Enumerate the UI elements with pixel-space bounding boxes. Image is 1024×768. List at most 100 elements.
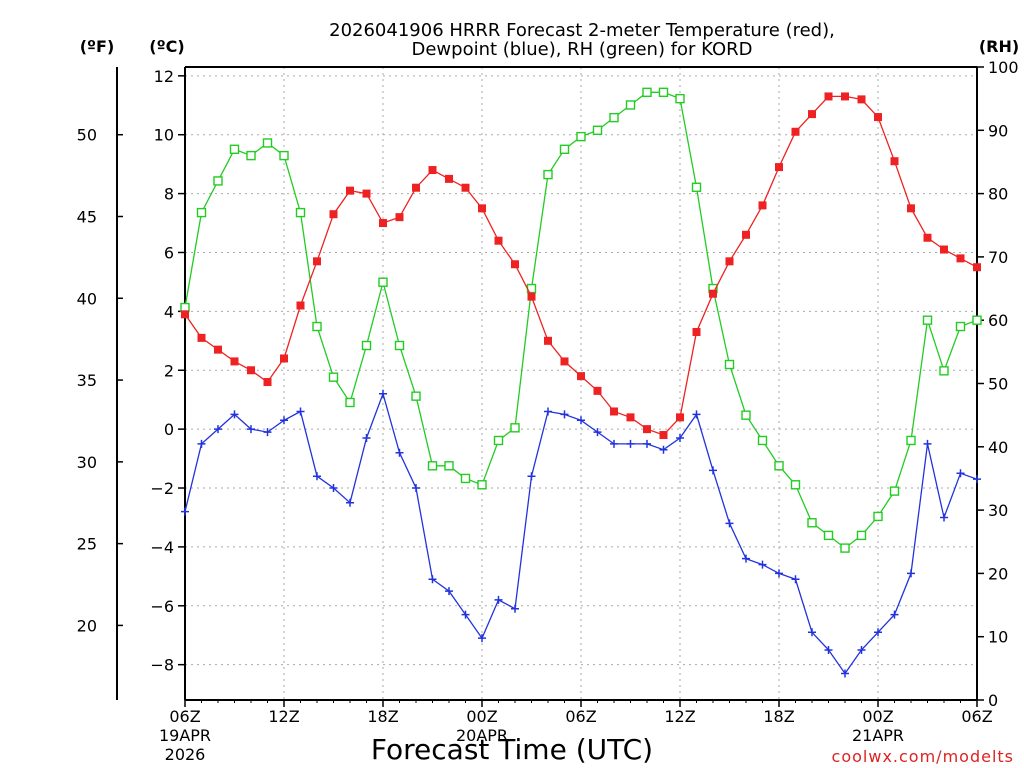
rh-tick-label: 50 <box>988 375 1008 394</box>
chart-title-line2: Dewpoint (blue), RH (green) for KORD <box>411 39 752 60</box>
fahrenheit-tick-label: 45 <box>77 207 97 226</box>
dewpoint-series-point <box>659 445 668 454</box>
temperature-series-point <box>643 425 651 434</box>
dewpoint-series-point <box>280 416 288 425</box>
celsius-tick-label: −2 <box>150 479 174 498</box>
celsius-unit-label: (ºC) <box>149 37 184 56</box>
dewpoint-series-point <box>643 439 651 448</box>
temperature-series-point <box>428 166 437 175</box>
dewpoint-series-point <box>511 604 519 613</box>
celsius-tick-label: 2 <box>164 361 174 380</box>
temperature-series-point <box>494 236 503 245</box>
fahrenheit-tick-label: 30 <box>77 453 97 472</box>
rh-tick-label: 10 <box>988 628 1008 647</box>
temperature-series-point <box>197 333 206 342</box>
dewpoint-series-point <box>263 428 272 437</box>
temperature-series-point <box>412 183 420 192</box>
rh-series-point <box>345 397 355 408</box>
dewpoint-series-point <box>692 410 701 419</box>
dewpoint-series-point <box>412 484 420 493</box>
dewpoint-series-point <box>577 416 585 425</box>
rh-series-point <box>213 176 223 186</box>
dewpoint-series-point <box>973 475 981 484</box>
temperature-series-point <box>263 378 272 387</box>
rh-tick-label: 80 <box>988 185 1008 204</box>
temperature-series-point <box>940 245 948 254</box>
celsius-tick-label: −4 <box>150 538 174 557</box>
rh-series-point <box>774 461 784 471</box>
temperature-series-point <box>461 183 470 192</box>
temperature-series-point <box>478 204 486 213</box>
rh-series-point <box>361 340 372 351</box>
rh-series-point <box>873 511 883 522</box>
data-series <box>180 87 982 678</box>
rh-series-point <box>444 461 454 471</box>
temperature-series-point <box>874 113 882 122</box>
dewpoint-series-point <box>923 439 932 448</box>
rh-tick-label: 90 <box>988 121 1008 140</box>
rh-series-point <box>939 366 949 376</box>
temperature-series-point <box>329 210 338 219</box>
dewpoint-series-point <box>758 560 767 569</box>
temperature-series-point <box>296 301 305 310</box>
dewpoint-series-point <box>824 645 833 654</box>
temperature-series-point <box>511 260 519 269</box>
dewpoint-series-point <box>214 425 222 434</box>
rh-series-point <box>609 112 619 123</box>
rh-series-point <box>691 182 702 192</box>
temperature-series-point <box>742 230 750 239</box>
dewpoint-series-point <box>890 610 899 619</box>
temperature-series-point <box>890 157 899 166</box>
dewpoint-series-point <box>775 569 783 578</box>
fahrenheit-unit-label: (ºF) <box>80 37 115 56</box>
dewpoint-series-point <box>742 554 750 563</box>
rh-series-point <box>427 461 438 471</box>
rh-tick-label: 100 <box>988 58 1019 77</box>
gridlines <box>185 67 977 700</box>
rh-series-point <box>295 207 306 218</box>
temperature-series-point <box>445 174 453 183</box>
x-date-label: 21APR <box>852 726 904 745</box>
x-date-label: 20APR <box>456 726 508 745</box>
rh-series-point <box>279 150 289 161</box>
temperature-series-point <box>973 263 981 272</box>
rh-series-point <box>196 207 207 218</box>
dewpoint-series-point <box>197 439 206 448</box>
dewpoint-series-point <box>841 669 849 678</box>
rh-series-point <box>477 480 487 490</box>
rh-series-point <box>724 359 735 370</box>
celsius-tick-label: 4 <box>164 302 174 321</box>
rh-series-point <box>262 138 273 148</box>
dewpoint-series-point <box>857 645 866 654</box>
fahrenheit-tick-label: 50 <box>77 126 97 145</box>
fahrenheit-tick-label: 25 <box>77 535 97 554</box>
rh-series-point <box>543 169 553 180</box>
temperature-series-point <box>857 95 866 104</box>
x-date-label: 19APR <box>159 726 211 745</box>
rh-series-point <box>394 340 405 351</box>
dewpoint-series-point <box>593 428 602 437</box>
temperature-series-point <box>775 163 783 172</box>
celsius-tick-label: 0 <box>164 420 174 439</box>
dewpoint-series-point <box>379 389 387 398</box>
rh-series-point <box>460 473 471 484</box>
x-tick-label: 12Z <box>268 707 299 726</box>
fahrenheit-tick-label: 20 <box>77 616 97 635</box>
temperature-series-point <box>593 386 602 395</box>
rh-series-point <box>229 144 240 154</box>
temperature-series-point <box>824 92 833 101</box>
dewpoint-series-point <box>346 498 354 507</box>
temperature-series-point <box>362 189 371 198</box>
dewpoint-series-point <box>610 439 618 448</box>
dewpoint-series-point <box>874 628 882 637</box>
x-tick-label: 06Z <box>961 707 992 726</box>
rh-tick-label: 20 <box>988 564 1008 583</box>
rh-tick-label: 60 <box>988 311 1008 330</box>
axes: 121086420−2−4−6−850454035302520100908070… <box>77 58 1019 764</box>
temperature-series-point <box>907 204 915 213</box>
dewpoint-series-point <box>907 569 915 578</box>
rh-series-point <box>493 435 504 446</box>
dewpoint-series-point <box>428 575 437 584</box>
x-tick-label: 06Z <box>565 707 596 726</box>
temperature-series-point <box>676 413 684 422</box>
